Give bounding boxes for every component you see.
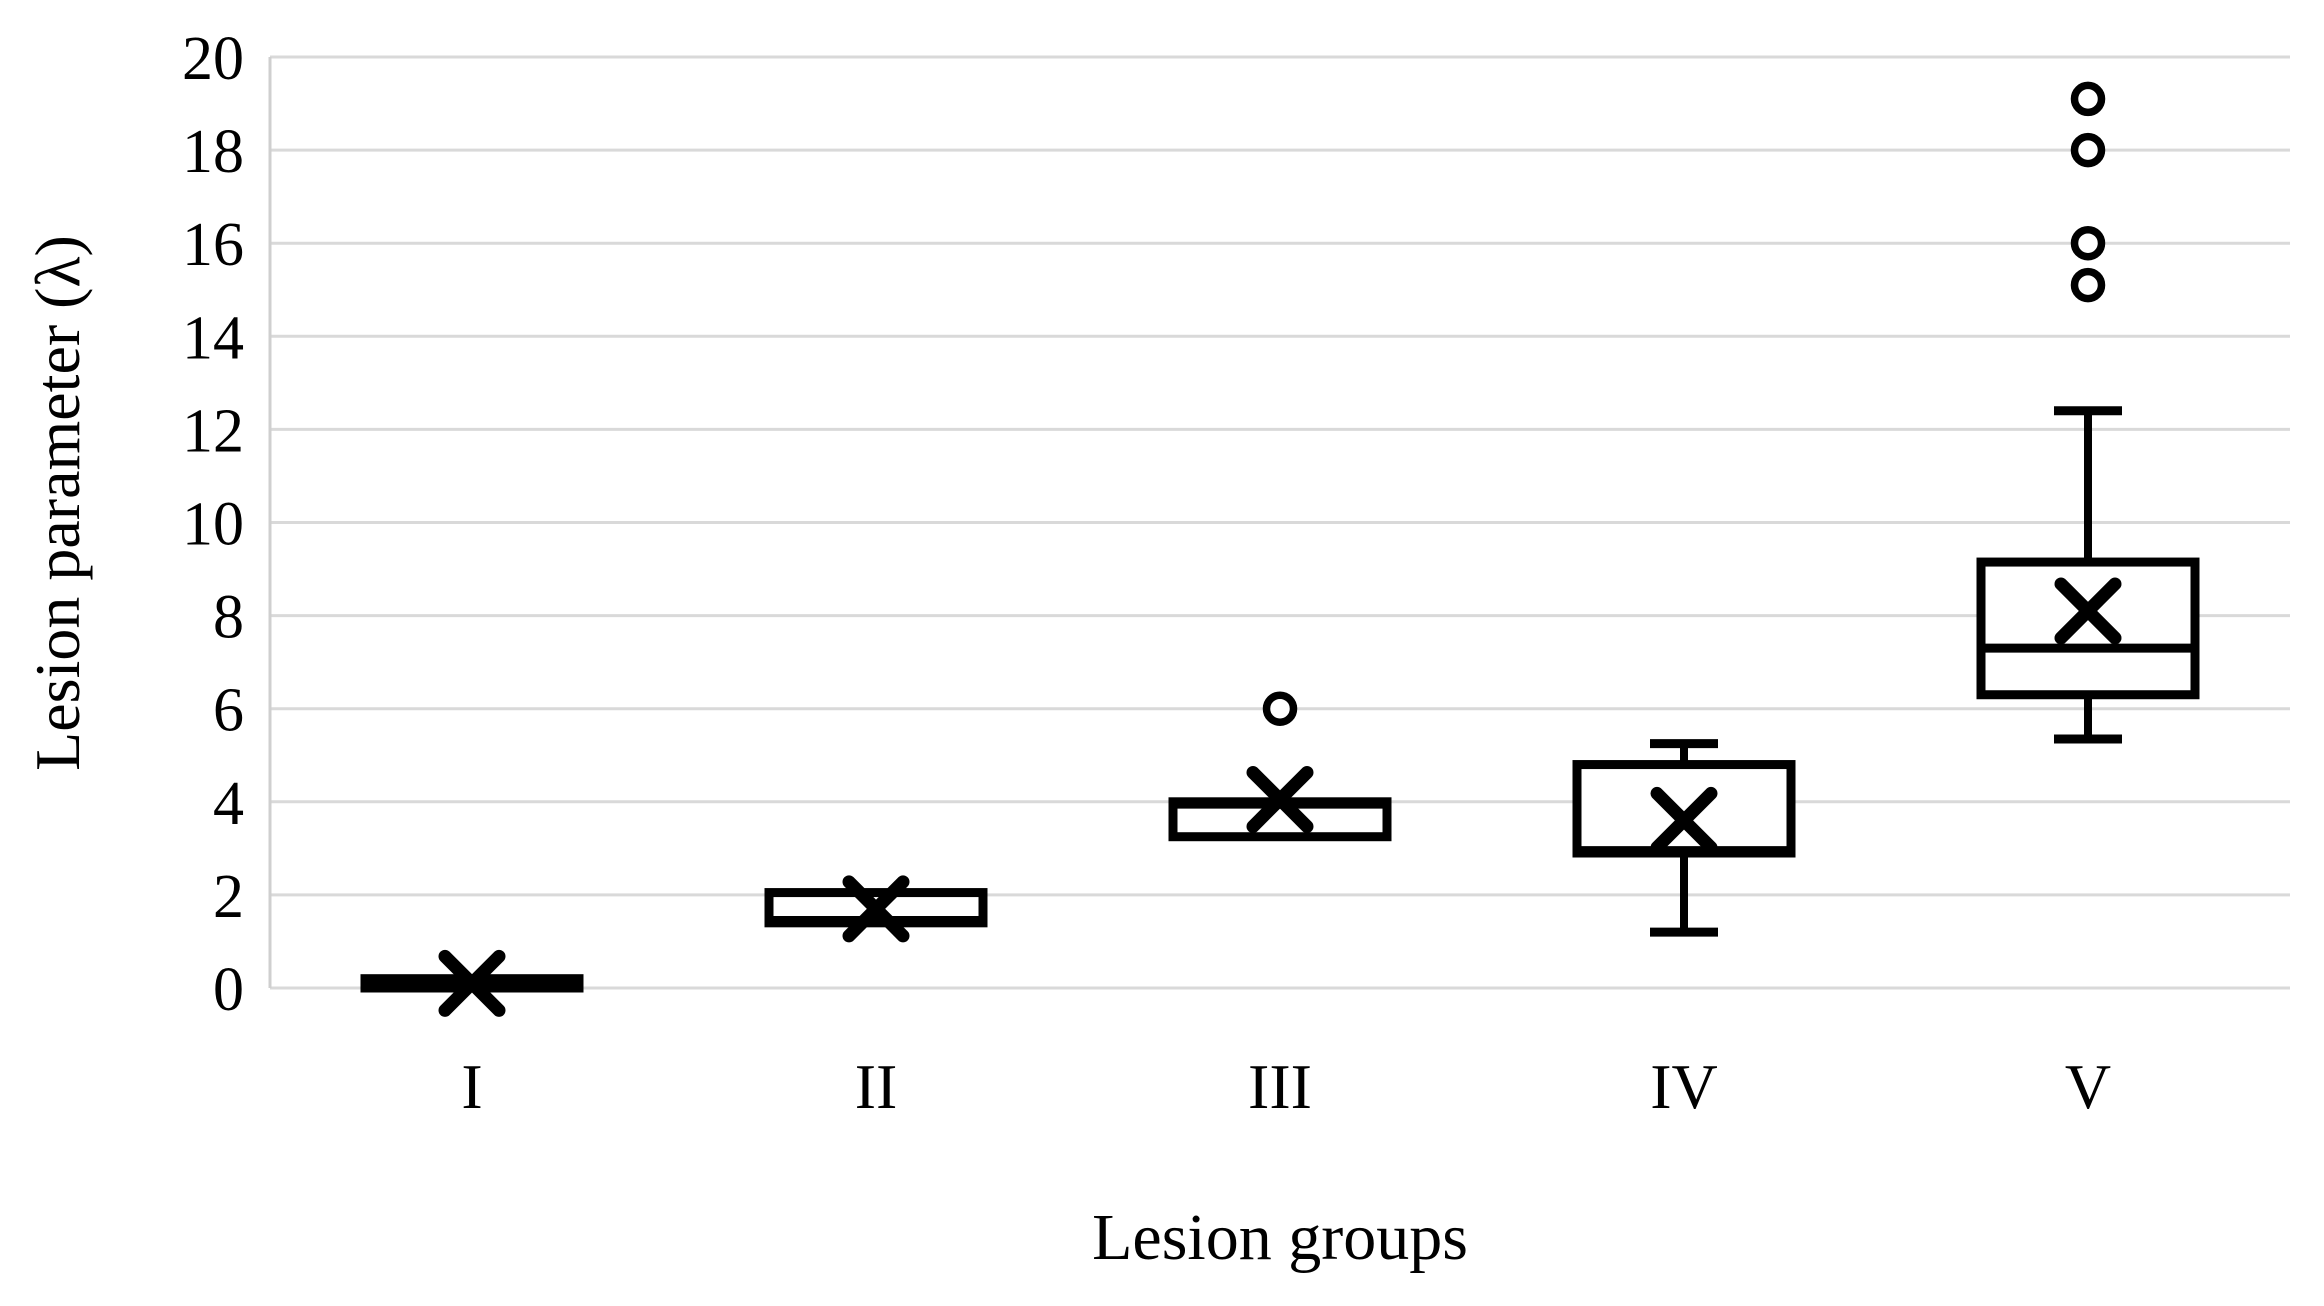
- y-tick-label: 14: [182, 304, 244, 372]
- mean-marker-III: [1246, 765, 1314, 833]
- x-category-label: I: [461, 1051, 482, 1122]
- y-tick-label: 6: [213, 677, 244, 745]
- x-category-label: II: [855, 1051, 898, 1122]
- outlier-V: [2070, 225, 2106, 261]
- y-tick-label: 8: [213, 584, 244, 652]
- y-axis-title: Lesion parameter (λ): [22, 235, 93, 771]
- mean-marker-I: [438, 949, 506, 1017]
- mean-marker-IV: [1650, 786, 1718, 854]
- y-tick-label: 16: [182, 211, 244, 279]
- y-tick-label: 18: [182, 118, 244, 186]
- y-tick-label: 10: [182, 491, 244, 559]
- x-category-label: III: [1248, 1051, 1312, 1122]
- y-tick-label: 2: [213, 863, 244, 931]
- mean-marker-II: [842, 875, 910, 943]
- mean-marker-V: [2054, 577, 2122, 645]
- outlier-V: [2070, 81, 2106, 117]
- outlier-V: [2070, 267, 2106, 303]
- x-axis-title: Lesion groups: [1092, 1201, 1468, 1274]
- outlier-V: [2070, 132, 2106, 168]
- x-category-label: IV: [1650, 1051, 1718, 1122]
- box-IV: [1572, 760, 1796, 858]
- y-tick-label: 0: [213, 956, 244, 1024]
- y-tick-label: 20: [182, 25, 244, 93]
- outlier-III: [1262, 691, 1298, 726]
- y-tick-label: 12: [182, 397, 244, 465]
- box-V: [1976, 557, 2200, 700]
- y-tick-label: 4: [213, 770, 244, 838]
- x-category-label: V: [2065, 1051, 2111, 1122]
